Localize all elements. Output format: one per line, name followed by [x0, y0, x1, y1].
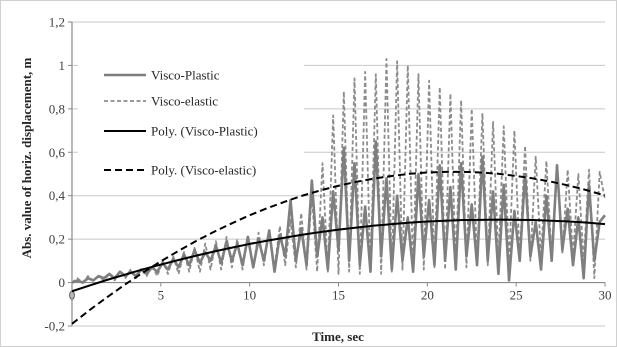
legend-label: Poly. (Visco-Plastic)	[151, 124, 258, 139]
y-tick-label: 0,4	[49, 188, 66, 203]
legend: Visco-Plastic Visco-elastic Poly. (Visco-P…	[78, 60, 304, 186]
legend-label: Visco-elastic	[151, 94, 218, 109]
x-tick-label: 20	[421, 288, 434, 303]
axis-layer: -0,2 0 0,2 0,4 0,6 0,8 1 1,2 0 5 10 15 20 25 30	[44, 15, 611, 334]
series-layer	[71, 58, 607, 325]
x-tick-label: 10	[243, 288, 256, 303]
x-tick-label: 15	[332, 288, 345, 303]
series-line-poly-visco-elastic	[71, 170, 606, 325]
legend-item: Visco-elastic	[104, 94, 218, 109]
y-tick-label: 0	[59, 275, 66, 290]
legend-label: Visco-Plastic	[151, 68, 220, 83]
legend-item: Poly. (Visco-Plastic)	[104, 124, 258, 139]
series-line-poly-visco-plastic	[71, 218, 606, 293]
legend-box	[78, 60, 304, 186]
y-tick-label: 1,2	[49, 15, 65, 30]
x-tick-label: 30	[599, 288, 612, 303]
x-tick-label: 25	[510, 288, 523, 303]
legend-label: Poly. (Visco-elastic)	[151, 163, 256, 178]
legend-item: Visco-Plastic	[104, 68, 220, 83]
y-axis-title: Abs. value of horiz. displacement, m	[19, 57, 34, 258]
x-tick-label: 0	[69, 288, 76, 303]
y-tick-label: 1	[59, 58, 66, 73]
y-tick-label: 0,6	[49, 145, 66, 160]
x-tick-label: 5	[158, 288, 165, 303]
x-axis-title: Time, sec	[312, 329, 364, 344]
y-tick-label: 0,8	[49, 101, 65, 116]
series-line-visco-plastic	[71, 140, 607, 284]
y-tick-label: -0,2	[44, 319, 65, 334]
legend-item: Poly. (Visco-elastic)	[104, 163, 256, 178]
y-tick-label: 0,2	[49, 232, 65, 247]
